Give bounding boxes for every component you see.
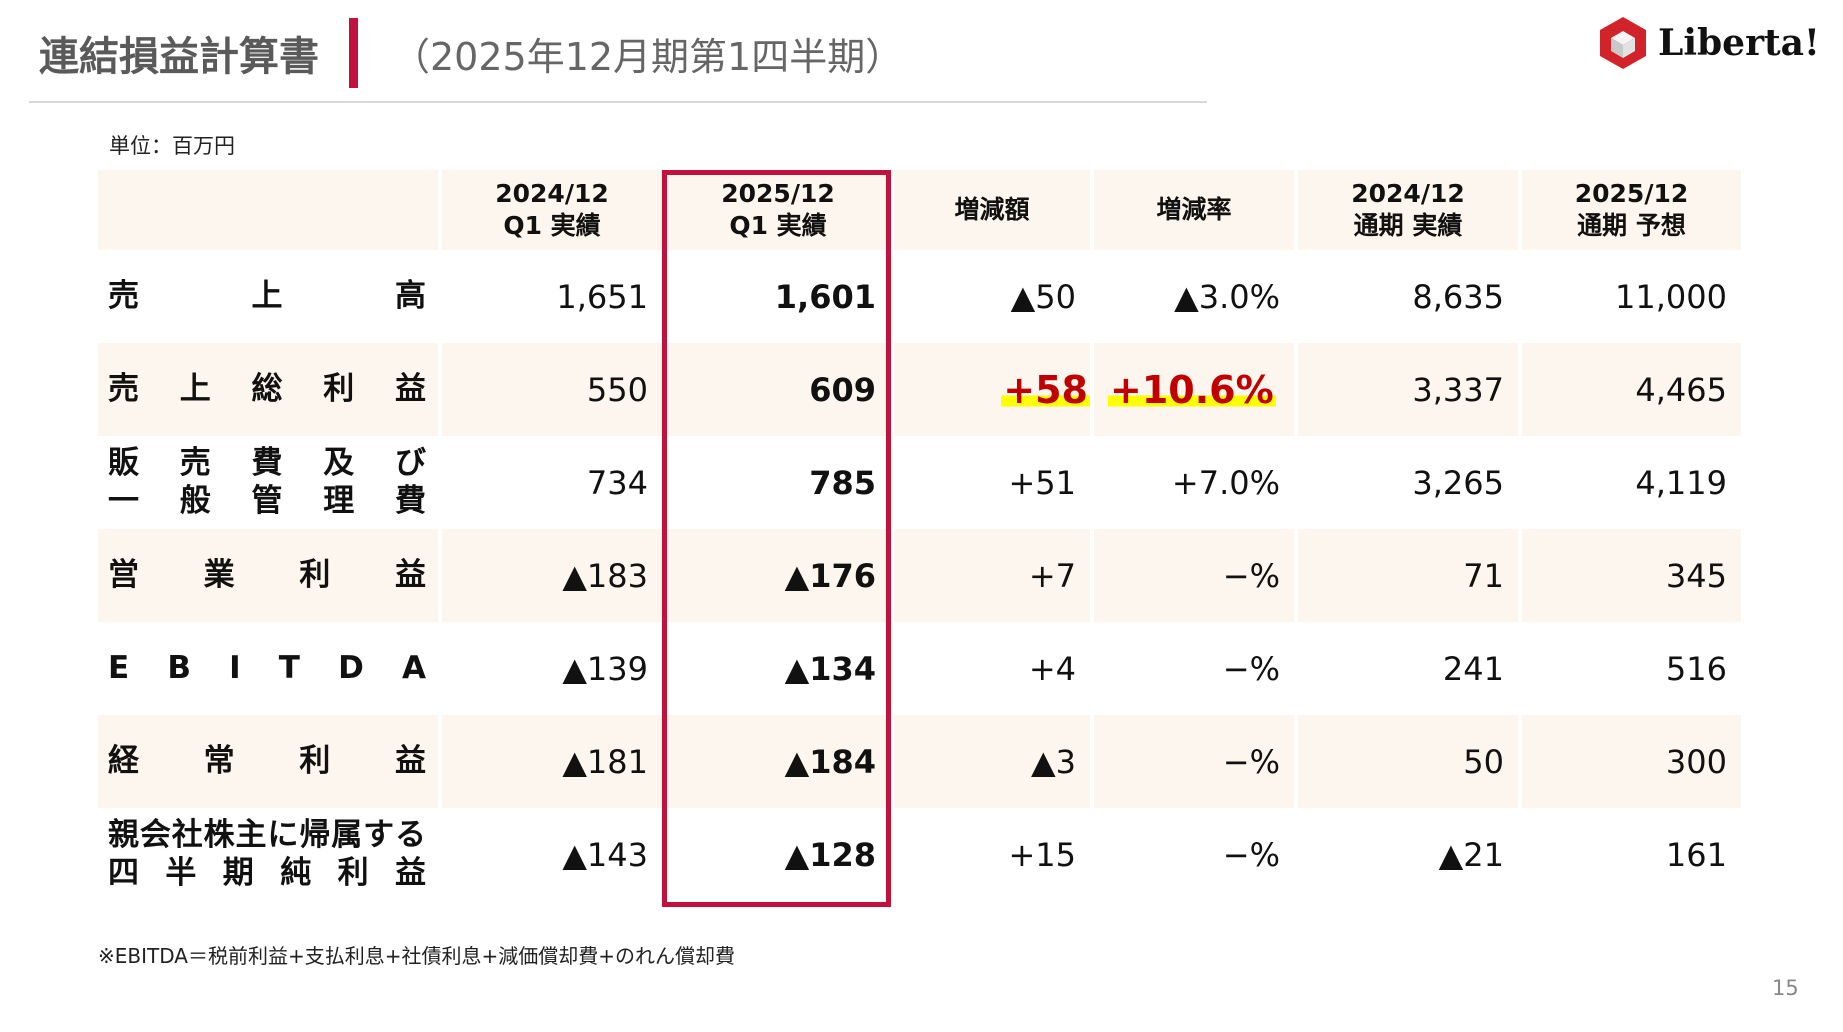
value-cell: ▲134	[666, 622, 890, 715]
page-title: 連結損益計算書	[39, 34, 319, 80]
row-label: 販売費及び 一般管理費	[98, 436, 438, 529]
cube-logo-icon	[1600, 17, 1646, 69]
row-label-line: 四半期純利益	[108, 854, 426, 891]
label-char: T	[278, 649, 300, 686]
value-cell: 1,601	[666, 250, 890, 343]
row-label-line: 一般管理費	[108, 482, 426, 519]
company-logo: Liberta!	[1598, 16, 1820, 70]
value-cell: 8,635	[1298, 250, 1518, 343]
value-cell: ▲139	[442, 622, 662, 715]
value-cell: ▲3.0%	[1094, 250, 1294, 343]
column-header: 増減率	[1094, 170, 1294, 250]
value-cell: 516	[1522, 622, 1741, 715]
row-label: 経常利益	[98, 715, 438, 808]
value-cell: 71	[1298, 529, 1518, 622]
value-cell: ▲21	[1298, 808, 1518, 901]
value-cell: +7.0%	[1094, 436, 1294, 529]
row-label: 売上総利益	[98, 343, 438, 436]
label-char: I	[229, 649, 241, 686]
row-label-line: 売上高	[108, 277, 426, 314]
value-cell: 11,000	[1522, 250, 1741, 343]
value-cell: ▲143	[442, 808, 662, 901]
income-statement-table: 2024/12 Q1 実績 2025/12 Q1 実績 増減額 増減率 2024/12 …	[94, 170, 1745, 901]
value-cell: −%	[1094, 715, 1294, 808]
table-row: E B I T D A ▲139 ▲134 +4 −% 241 516	[98, 622, 1741, 715]
value-cell: 300	[1522, 715, 1741, 808]
value-cell: ▲184	[666, 715, 890, 808]
row-label-line: 経常利益	[108, 742, 426, 779]
current-quarter-highlight-box	[662, 170, 891, 907]
footnote: ※EBITDA＝税前利益+支払利息+社債利息+減価償却費+のれん償却費	[98, 944, 735, 968]
value-cell: 3,265	[1298, 436, 1518, 529]
row-label: 営業利益	[98, 529, 438, 622]
table-row: 親会社株主に帰属する 四半期純利益 ▲143 ▲128 +15 −% ▲21 161	[98, 808, 1741, 901]
value-cell: ▲128	[666, 808, 890, 901]
column-header: 2025/12 通期 予想	[1522, 170, 1741, 250]
label-char: D	[338, 649, 364, 686]
header-corner	[98, 170, 438, 250]
value-cell: −%	[1094, 622, 1294, 715]
column-header: 2025/12 Q1 実績	[666, 170, 890, 250]
value-cell: 785	[666, 436, 890, 529]
value-cell: ▲176	[666, 529, 890, 622]
value-cell: ▲3	[894, 715, 1090, 808]
table-header-row: 2024/12 Q1 実績 2025/12 Q1 実績 増減額 増減率 2024/12 …	[98, 170, 1741, 250]
column-header: 2024/12 通期 実績	[1298, 170, 1518, 250]
table-row: 売上高 1,651 1,601 ▲50 ▲3.0% 8,635 11,000	[98, 250, 1741, 343]
table-row: 売上総利益 550 609 +58 +10.6% 3,337 4,465	[98, 343, 1741, 436]
value-cell: −%	[1094, 529, 1294, 622]
value-cell: 734	[442, 436, 662, 529]
unit-label: 単位：百万円	[109, 134, 235, 158]
value-cell: +15	[894, 808, 1090, 901]
logo-text: Liberta!	[1658, 22, 1820, 64]
column-header: 増減額	[894, 170, 1090, 250]
value-cell: 550	[442, 343, 662, 436]
value-cell: ▲181	[442, 715, 662, 808]
row-label: 売上高	[98, 250, 438, 343]
value-cell: +58	[894, 343, 1090, 436]
row-label-line: 売上総利益	[108, 370, 426, 407]
value-cell: −%	[1094, 808, 1294, 901]
label-char: B	[167, 649, 191, 686]
value-cell: 1,651	[442, 250, 662, 343]
row-label: 親会社株主に帰属する 四半期純利益	[98, 808, 438, 901]
value-cell: ▲50	[894, 250, 1090, 343]
table-row: 経常利益 ▲181 ▲184 ▲3 −% 50 300	[98, 715, 1741, 808]
header-rule	[29, 101, 1207, 103]
row-label-line: 販売費及び	[108, 445, 426, 482]
value-cell: 4,465	[1522, 343, 1741, 436]
value-cell: +7	[894, 529, 1090, 622]
highlighted-value: +58	[1001, 367, 1090, 412]
value-cell: 50	[1298, 715, 1518, 808]
value-cell: 3,337	[1298, 343, 1518, 436]
value-cell: 4,119	[1522, 436, 1741, 529]
value-cell: +4	[894, 622, 1090, 715]
highlighted-value: +10.6%	[1108, 367, 1276, 412]
label-char: E	[108, 649, 130, 686]
value-cell: +51	[894, 436, 1090, 529]
value-cell: ▲183	[442, 529, 662, 622]
row-label-line: 親会社株主に帰属する	[108, 817, 426, 854]
table-row: 営業利益 ▲183 ▲176 +7 −% 71 345	[98, 529, 1741, 622]
page-subtitle: （2025年12月期第1四半期）	[392, 35, 904, 79]
column-header: 2024/12 Q1 実績	[442, 170, 662, 250]
value-cell: 345	[1522, 529, 1741, 622]
row-label-line: 営業利益	[108, 556, 426, 593]
value-cell: 161	[1522, 808, 1741, 901]
value-cell: 241	[1298, 622, 1518, 715]
table-row: 販売費及び 一般管理費 734 785 +51 +7.0% 3,265 4,119	[98, 436, 1741, 529]
label-char: A	[401, 649, 426, 686]
title-divider	[349, 18, 358, 88]
value-cell: +10.6%	[1094, 343, 1294, 436]
page-number: 15	[1772, 976, 1799, 1000]
value-cell: 609	[666, 343, 890, 436]
